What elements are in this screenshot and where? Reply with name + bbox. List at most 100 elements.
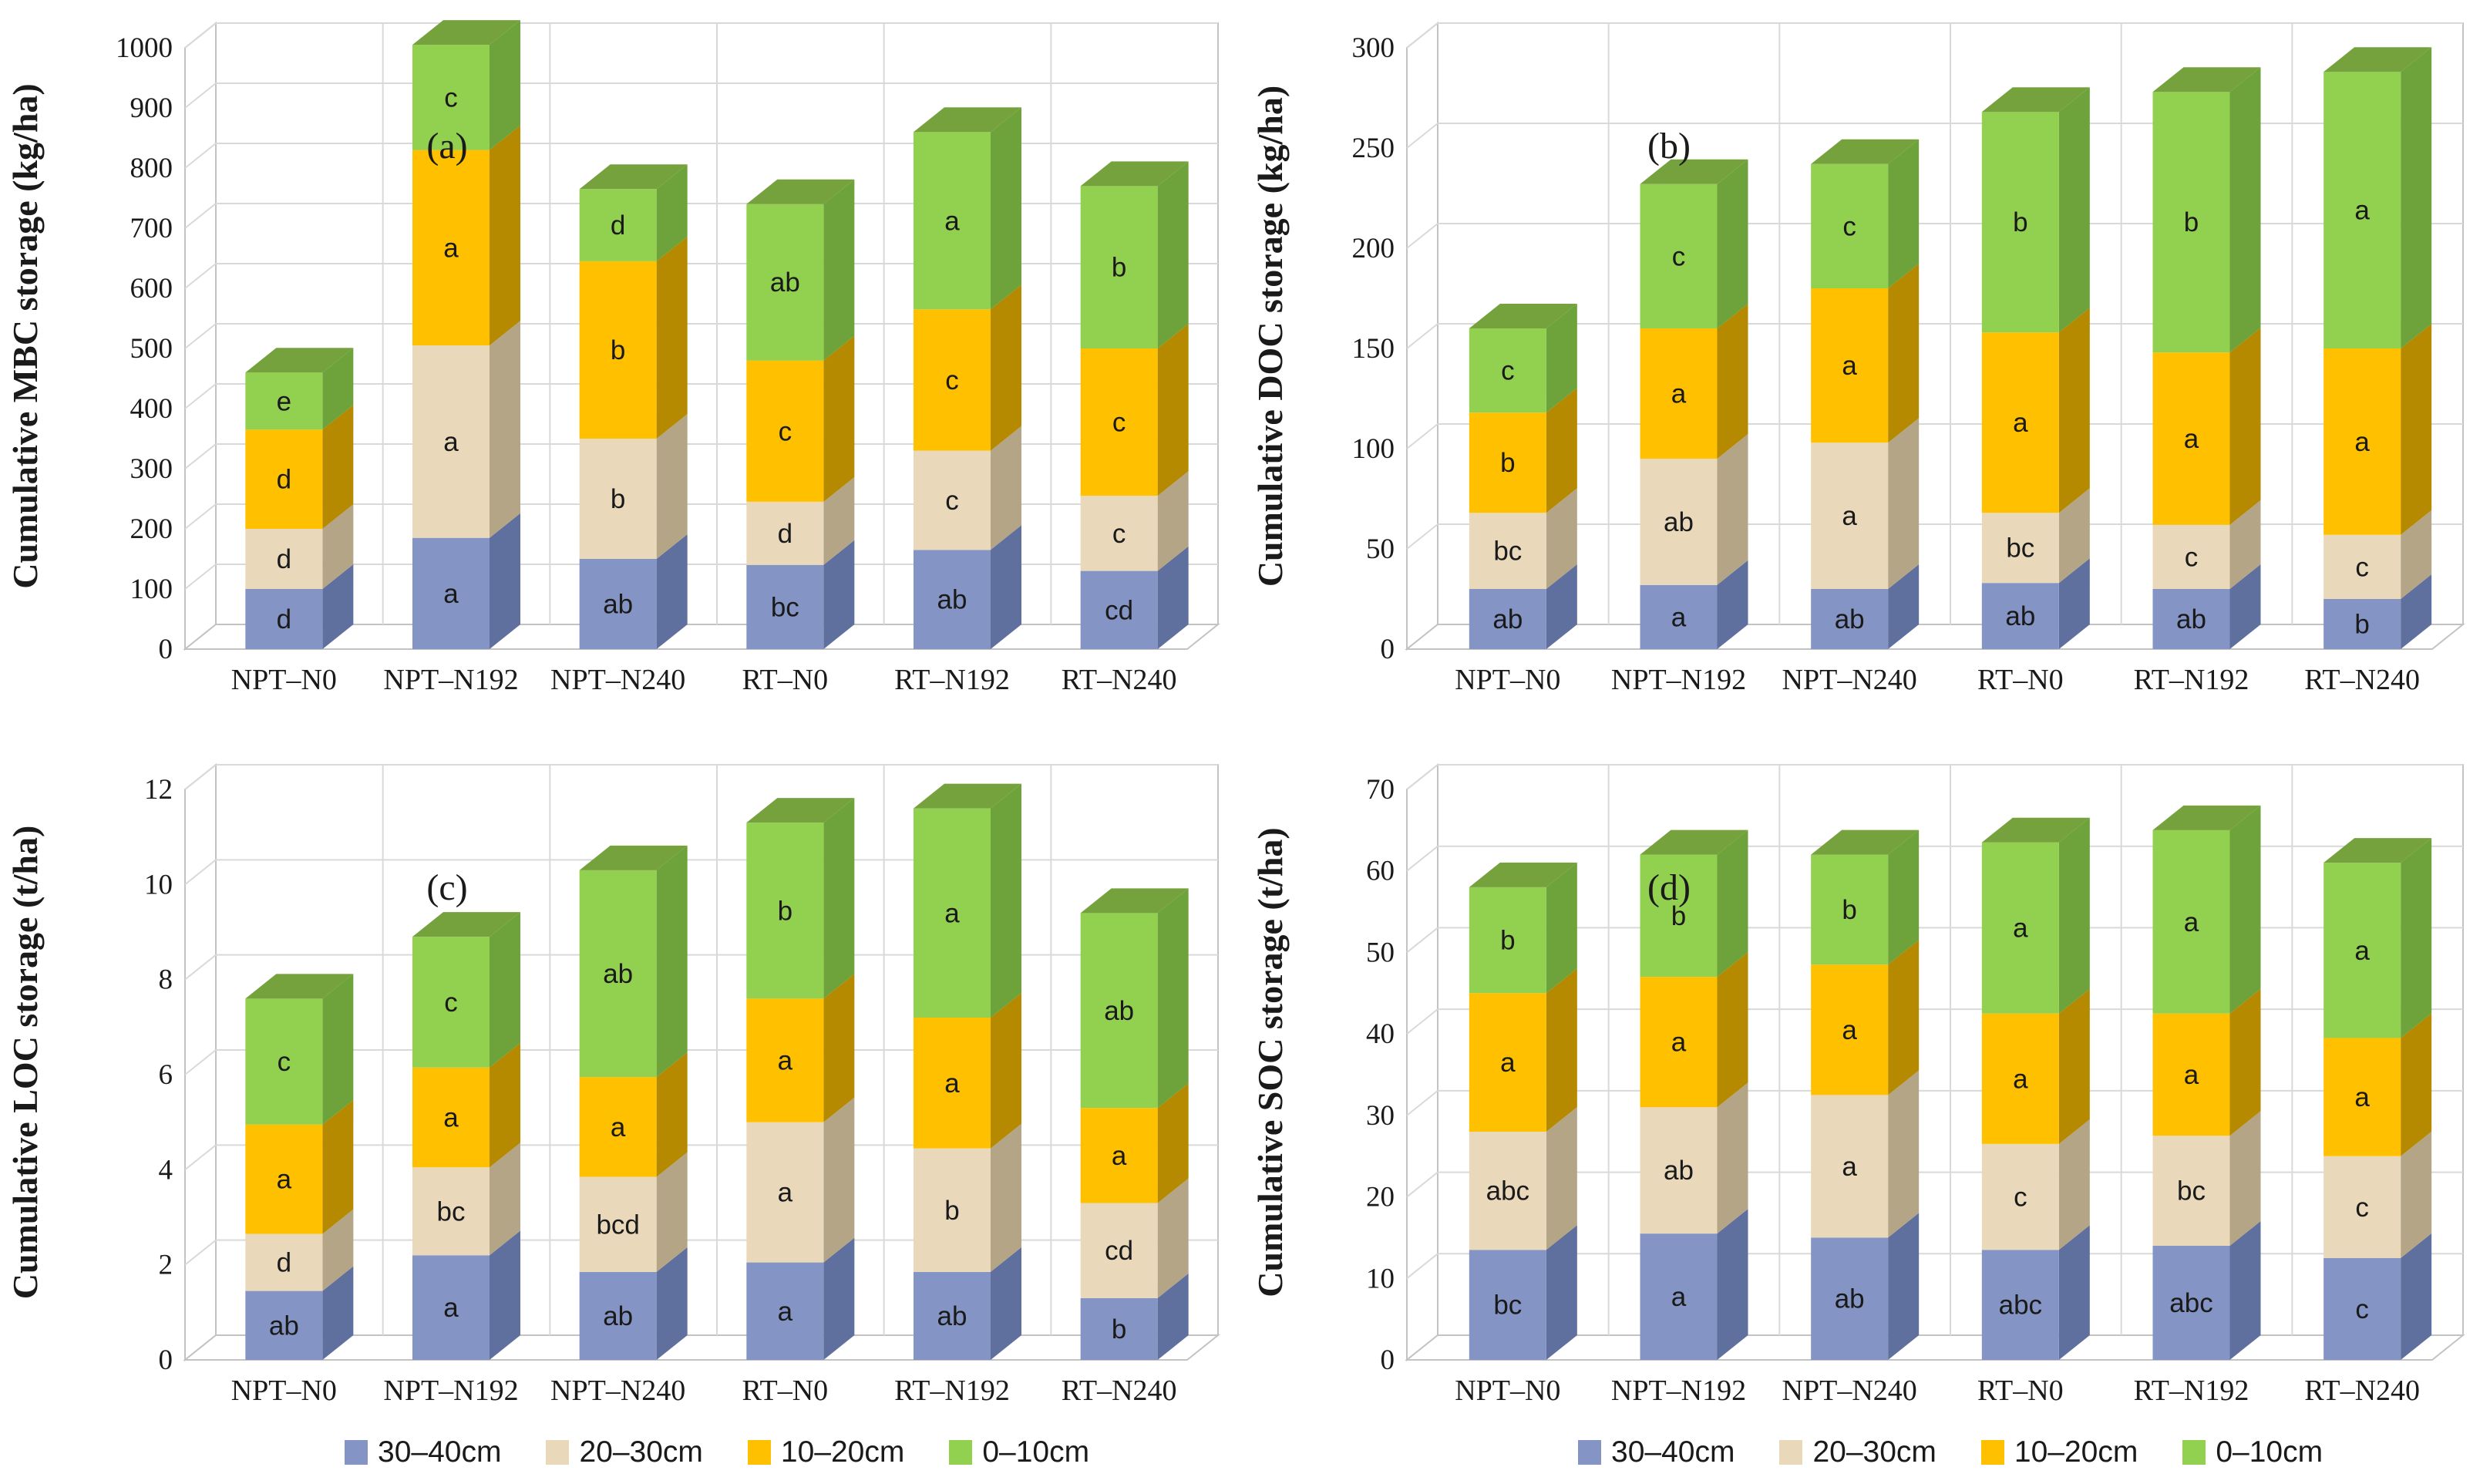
wall-gridline [1406,1171,1438,1198]
bar-segment-side-0–10cm [322,348,354,430]
x-category-label: RT–N240 [1062,664,1177,696]
bar-segment-10–20cm [914,309,991,451]
sig-label: a [443,1103,459,1133]
wall-gridline [184,82,217,109]
sig-label: a [1842,351,1857,381]
sig-label: ab [937,1301,967,1331]
sig-label: a [1842,1152,1857,1182]
sig-label: a [2013,408,2028,438]
bar-segment-side-0–10cm [2229,67,2261,353]
x-category-label: RT–N240 [2304,664,2420,696]
legend-label: 10–20cm [2014,1435,2138,1469]
bar-NPT–N240: ab a a c [1811,139,1920,649]
bar-segment-side-30–40cm [322,564,354,649]
bar-top-face [746,798,855,823]
sig-label: b [2013,207,2027,237]
legend-swatch-30-40cm-icon [345,1440,368,1465]
bar-segment-side-20–30cm [1717,1082,1748,1234]
bar-NPT–N240: ab bcd a ab [579,845,688,1360]
bar-segment-30–40cm [245,1291,323,1360]
bar-segment-side-20–30cm [991,1123,1021,1272]
sig-label: ab [1664,1156,1694,1186]
sig-label: ab [1104,996,1134,1026]
sig-label: a [443,1293,459,1323]
bar-segment-30–40cm [579,559,657,649]
gridlines [184,764,1218,1335]
legend-item-20-30cm: 20–30cm [546,1435,703,1469]
y-tick-label: 600 [130,273,173,305]
bar-segment-10–20cm [245,1124,323,1234]
bar-segment-side-20–30cm [823,476,855,565]
bar-top-face [579,845,688,870]
y-tick-label: 700 [130,213,173,244]
y-tick-label: 0 [159,634,173,665]
bar-segment-side-0–10cm [2229,805,2261,1014]
bar-segment-side-0–10cm [656,164,688,261]
sig-label: a [1500,1048,1516,1078]
bar-segment-30–40cm [1080,1297,1158,1360]
sig-label: b [944,1196,959,1226]
bar-top-face [914,107,1021,133]
bar-top-face [2323,838,2432,863]
bar-segment-0–10cm [1981,842,2059,1014]
y-tick-label: 200 [1352,233,1395,264]
bar-segment-side-20–30cm [1888,1070,1920,1238]
bar-top-face [1811,829,1920,855]
bar-segment-side-10–20cm [1157,324,1189,496]
bar-segment-10–20cm [1469,993,1546,1132]
bar-segment-20–30cm [2152,1136,2230,1246]
bar-segment-30–40cm [412,537,490,649]
sig-label: a [2184,424,2199,454]
x-category-label: NPT–N192 [1611,1375,1746,1407]
bar-segment-side-20–30cm [1546,488,1577,589]
sig-label: c [444,988,458,1018]
sig-label: a [443,427,459,457]
bar-segment-side-20–30cm [490,1142,520,1256]
bar-segment-10–20cm [1981,332,2059,513]
bar-NPT–N0: bc abc a b [1469,862,1577,1360]
y-tick-label: 6 [159,1059,173,1091]
y-axis-title: Cumulative DOC storage (kg/ha) [1250,86,1290,587]
bar-top-face [2323,47,2432,72]
bar-segment-side-20–30cm [1546,1107,1577,1250]
bar-NPT–N192: a bc a c [412,912,520,1360]
bar-RT–N240: c c a a [2323,838,2432,1360]
bar-segment-side-30–40cm [1157,546,1189,649]
wall-gridline [184,859,217,886]
panel-letter: (b) [1647,126,1691,167]
sig-label: c [1842,211,1856,241]
bar-segment-20–30cm [1640,1107,1718,1234]
sig-label: bc [2177,1176,2206,1206]
bar-segment-side-0–10cm [1717,159,1748,328]
chart-panel-a: dddeaaacabbbdbcdcababccacdccb01002003004… [5,20,1220,696]
bar-top-face [914,783,1021,809]
bar-segment-0–10cm [579,189,657,261]
sig-label: bcd [596,1210,639,1240]
sig-label: a [2013,1064,2028,1094]
bar-segment-30–40cm [1640,584,1718,649]
bar-segment-20–30cm [1469,513,1546,589]
bar-segment-side-0–10cm [2058,87,2090,333]
bar-segment-side-10–20cm [1888,264,1920,443]
sig-label: d [277,604,291,634]
bar-segment-side-10–20cm [1546,388,1577,513]
bar-top-face [245,348,354,373]
sig-label: b [2354,610,2369,640]
y-tick-label: 100 [130,574,173,605]
bar-segment-side-10–20cm [991,993,1021,1149]
bar-segment-side-30–40cm [1546,1225,1577,1360]
sig-label: a [611,1112,626,1142]
bar-segment-10–20cm [579,261,657,439]
y-tick-label: 4 [159,1154,173,1186]
bar-segment-side-20–30cm [322,1209,354,1291]
wall-gridline [1406,123,1438,149]
y-axis-title: Cumulative LOC storage (t/ha) [5,826,45,1300]
bar-segment-10–20cm [1469,412,1546,513]
legend-item-10-20cm: 10–20cm [747,1435,904,1469]
bar-segment-10–20cm [2152,352,2230,525]
wall-gridline [1406,323,1438,349]
bar-segment-0–10cm [245,998,323,1125]
bar-segment-20–30cm [1080,1203,1158,1298]
sig-label: ab [603,590,633,620]
